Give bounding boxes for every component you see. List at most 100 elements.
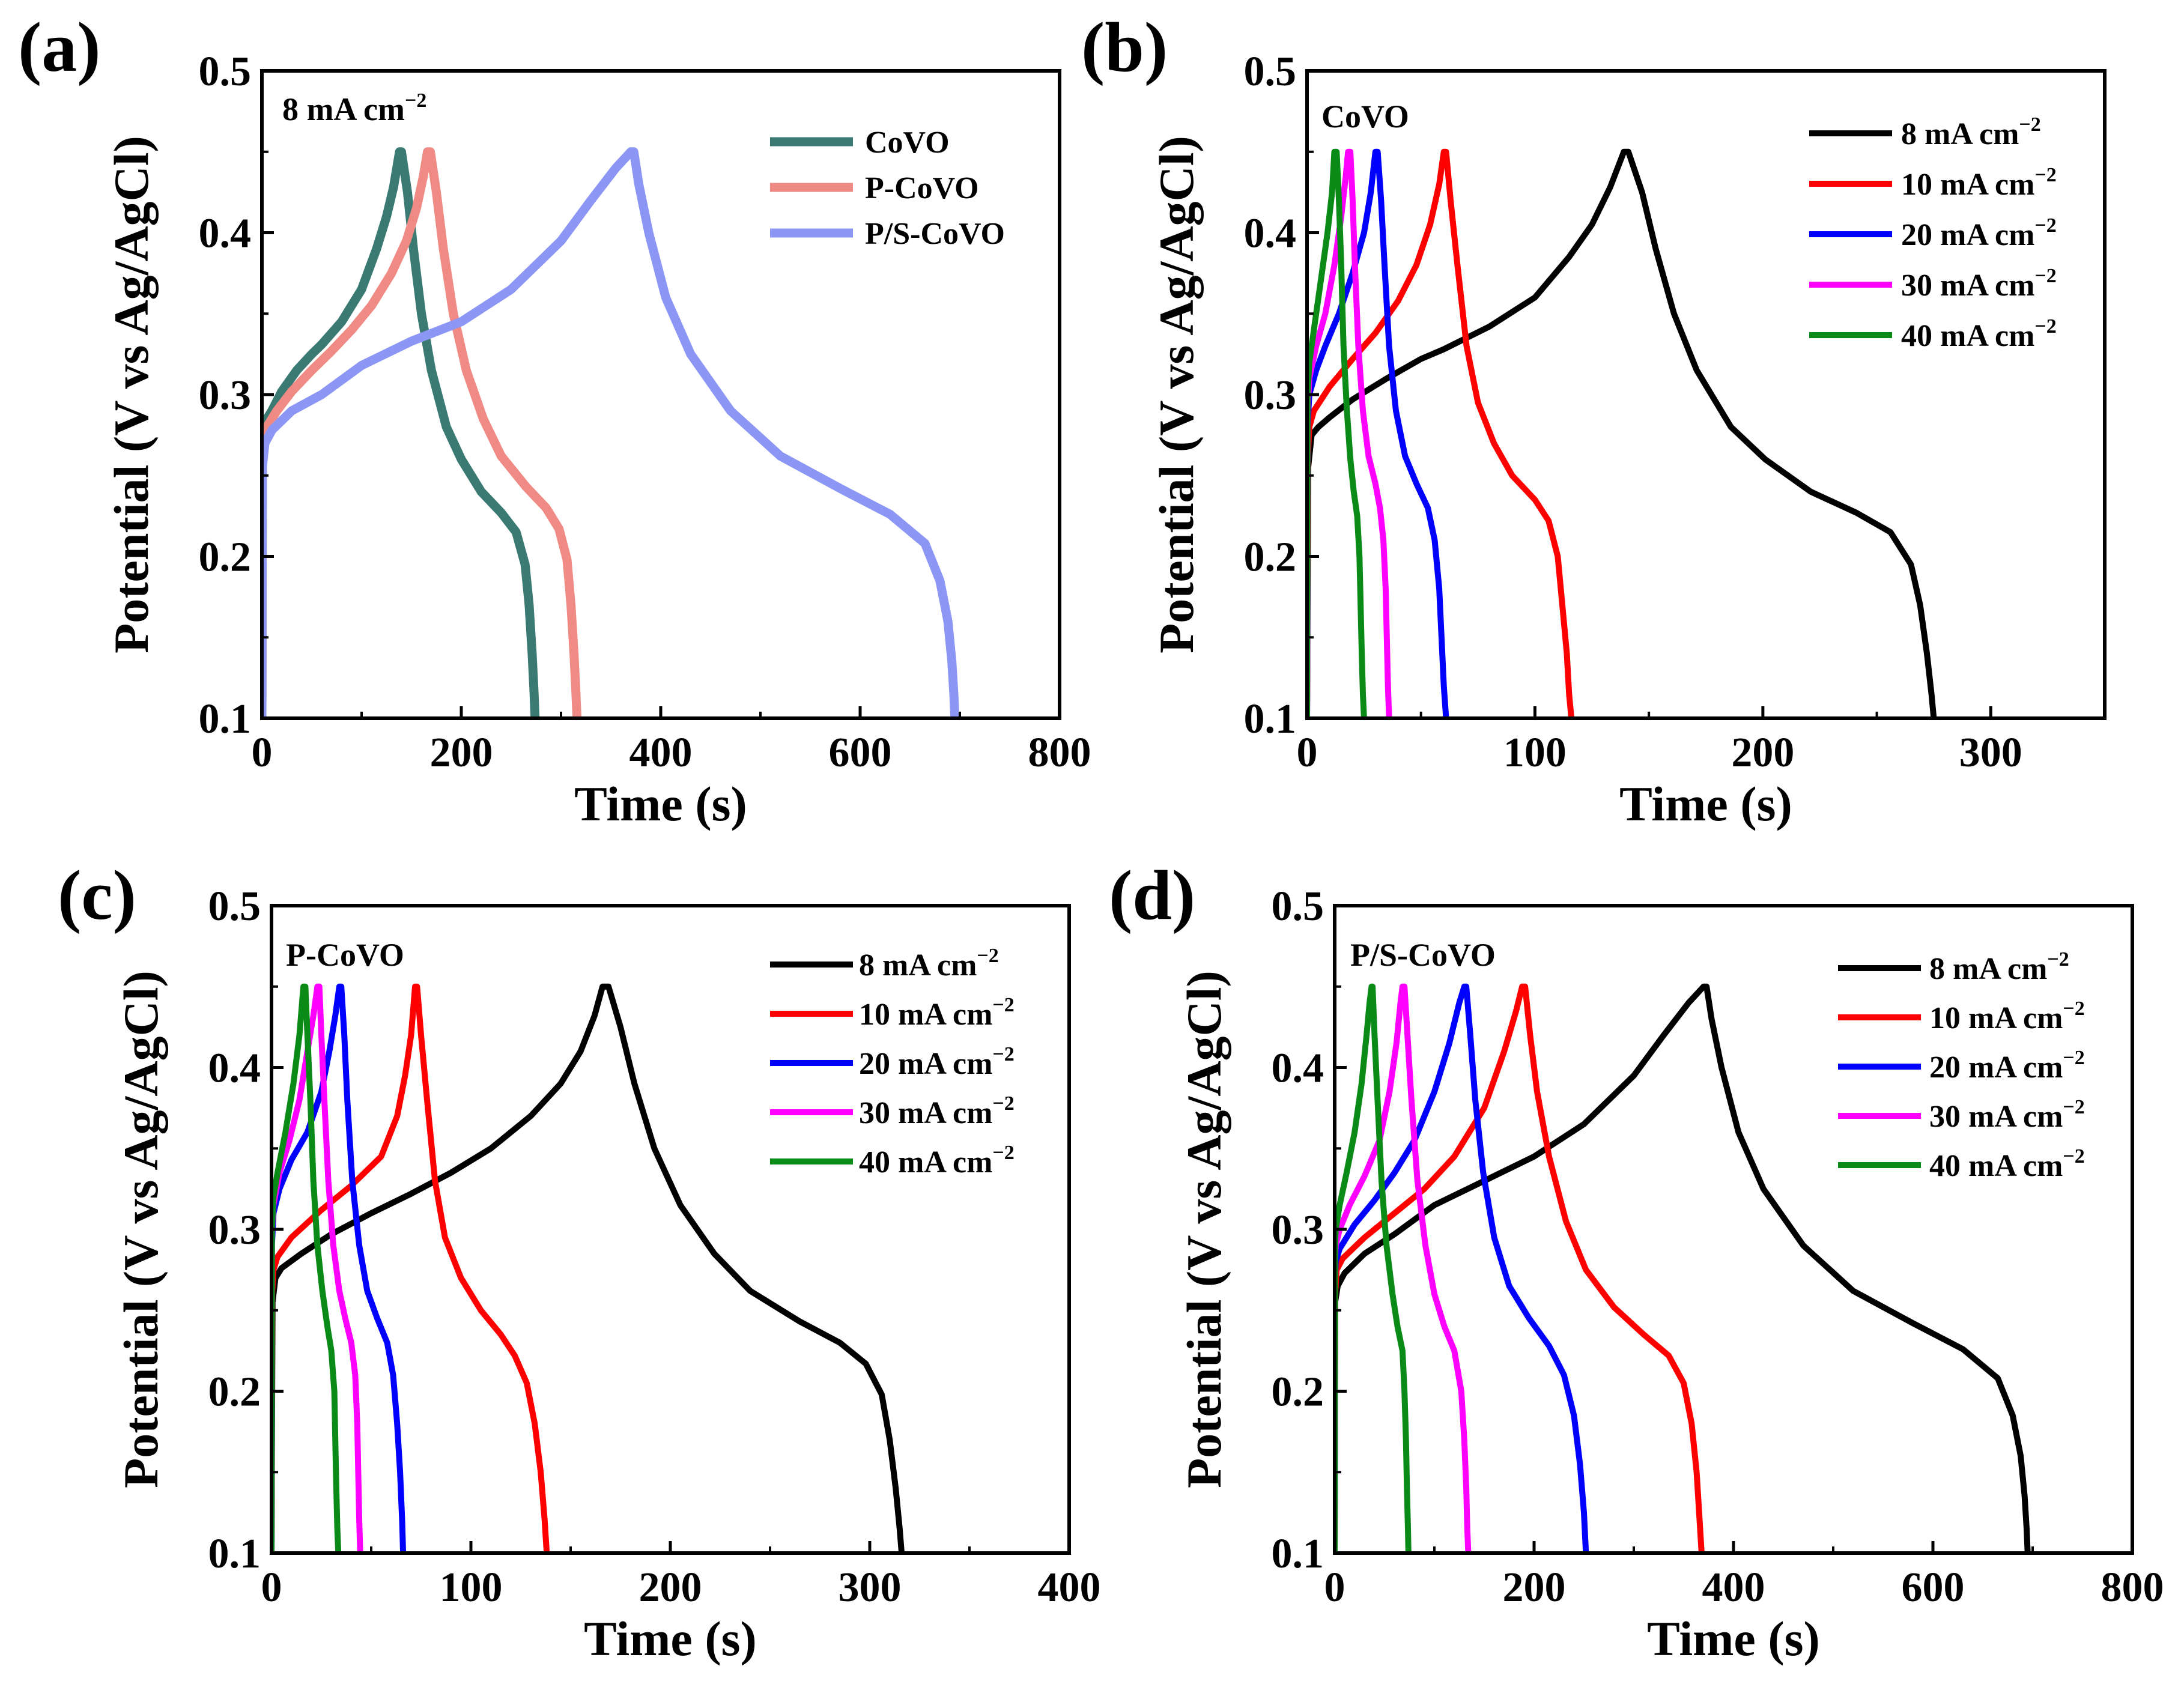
series-line-a-1 <box>262 147 582 718</box>
legend-label-a-1-main: P-CoVO <box>865 171 979 205</box>
y-tick-label-b-2: 0.3 <box>1244 372 1297 419</box>
legend-label-b-4-sup: −2 <box>2034 315 2056 338</box>
legend-label-d-3-main: 30 mA cm <box>1929 1100 2063 1134</box>
legend-label-d-0-sup: −2 <box>2047 948 2069 971</box>
legend-label-b-3: 30 mA cm−2 <box>1901 265 2057 303</box>
y-tick-label-a-4: 0.5 <box>199 49 252 95</box>
legend-label-d-1-sup: −2 <box>2063 998 2084 1020</box>
annotation-b: CoVO <box>1321 98 1409 135</box>
annotation-c: P-CoVO <box>286 937 404 973</box>
legend-label-a-0-main: CoVO <box>865 126 950 160</box>
panel-label-b: (b) <box>1081 8 1168 86</box>
legend-label-c-4-sup: −2 <box>992 1142 1014 1164</box>
legend-label-d-2: 20 mA cm−2 <box>1929 1047 2085 1085</box>
series-line-c-0 <box>271 983 905 1553</box>
panel-b: 0 100 200 300 0.1 0.2 0.3 0.4 0.5 Time (s) Potenti… <box>1081 8 2107 831</box>
x-tick-label-a-3: 600 <box>829 730 892 776</box>
y-tick-label-d-3: 0.4 <box>1272 1046 1324 1092</box>
x-tick-label-a-4: 800 <box>1028 730 1091 776</box>
series-line-c-4 <box>271 983 342 1553</box>
y-tick-label-d-2: 0.3 <box>1272 1207 1324 1253</box>
annotation-b-main: CoVO <box>1321 98 1409 135</box>
series-line-d-4 <box>1335 983 1412 1553</box>
x-tick-label-d-1: 200 <box>1503 1564 1566 1611</box>
y-axis-title-c: Potential (V vs Ag/AgCl) <box>114 971 168 1488</box>
y-tick-label-a-0: 0.1 <box>199 696 252 742</box>
y-tick-label-c-4: 0.5 <box>208 883 261 930</box>
y-tick-label-b-4: 0.5 <box>1244 49 1297 95</box>
annotation-a-sup: −2 <box>405 89 426 112</box>
x-tick-label-b-3: 300 <box>1959 730 2022 776</box>
legend-label-d-1-main: 10 mA cm <box>1929 1001 2063 1035</box>
x-tick-label-a-0: 0 <box>252 730 273 776</box>
legend-label-a-2: P/S-CoVO <box>865 217 1005 251</box>
legend-label-b-3-main: 30 mA cm <box>1901 268 2034 303</box>
legend-label-a-2-main: P/S-CoVO <box>865 217 1005 251</box>
x-tick-label-d-4: 800 <box>2101 1564 2164 1611</box>
y-tick-label-c-3: 0.4 <box>208 1046 261 1092</box>
legend-label-d-4-main: 40 mA cm <box>1929 1149 2063 1183</box>
y-tick-label-a-2: 0.3 <box>199 372 252 419</box>
legend-label-c-2: 20 mA cm−2 <box>859 1043 1015 1081</box>
legend-label-d-2-sup: −2 <box>2063 1047 2084 1069</box>
legend-label-b-1-sup: −2 <box>2034 164 2056 186</box>
legend-label-b-4-main: 40 mA cm <box>1901 319 2034 353</box>
legend-label-b-4: 40 mA cm−2 <box>1901 315 2057 353</box>
legend-label-d-4-sup: −2 <box>2063 1145 2084 1167</box>
x-tick-label-b-0: 0 <box>1297 730 1318 776</box>
x-tick-label-c-3: 300 <box>839 1564 902 1611</box>
x-tick-label-d-0: 0 <box>1324 1564 1345 1611</box>
legend-label-a-1: P-CoVO <box>865 171 979 205</box>
panel-a: 0 200 400 600 800 0.1 0.2 0.3 0.4 0.5 Time (s) Pote… <box>18 8 1091 831</box>
legend-label-b-2-main: 20 mA cm <box>1901 218 2034 252</box>
y-tick-label-c-2: 0.3 <box>208 1207 261 1253</box>
annotation-d-main: P/S-CoVO <box>1350 937 1496 973</box>
series-line-b-1 <box>1307 148 1575 718</box>
y-axis-title-d: Potential (V vs Ag/AgCl) <box>1177 971 1231 1488</box>
x-tick-label-a-1: 200 <box>430 730 493 776</box>
x-tick-label-d-2: 400 <box>1702 1564 1765 1611</box>
legend-label-c-1-main: 10 mA cm <box>859 998 992 1032</box>
panel-label-a: (a) <box>18 8 101 86</box>
legend-label-d-2-main: 20 mA cm <box>1929 1050 2063 1085</box>
series-line-c-1 <box>271 983 550 1553</box>
legend-label-d-0: 8 mA cm−2 <box>1929 948 2069 986</box>
legend-label-c-0: 8 mA cm−2 <box>859 945 999 983</box>
y-tick-label-d-1: 0.2 <box>1272 1369 1324 1416</box>
panel-c: 0 100 200 300 400 0.1 0.2 0.3 0.4 0.5 Time (s) Pote… <box>58 856 1101 1666</box>
y-tick-label-b-1: 0.2 <box>1244 535 1297 581</box>
x-tick-label-c-0: 0 <box>261 1564 282 1611</box>
y-tick-label-b-0: 0.1 <box>1244 696 1297 742</box>
legend-label-b-3-sup: −2 <box>2034 265 2056 287</box>
legend-label-d-0-main: 8 mA cm <box>1929 952 2047 986</box>
y-tick-label-a-1: 0.2 <box>199 535 252 581</box>
legend-label-b-2: 20 mA cm−2 <box>1901 214 2057 252</box>
x-axis-title-d: Time (s) <box>1647 1611 1820 1666</box>
panel-d: 0 200 400 600 800 0.1 0.2 0.3 0.4 0.5 Time (s) Pote… <box>1109 856 2164 1666</box>
x-axis-title-c: Time (s) <box>584 1611 757 1666</box>
y-tick-label-c-0: 0.1 <box>208 1531 261 1577</box>
legend-label-b-1: 10 mA cm−2 <box>1901 164 2057 202</box>
series-line-b-2 <box>1307 148 1449 718</box>
series-line-d-3 <box>1335 983 1472 1553</box>
legend-label-c-2-sup: −2 <box>992 1043 1014 1065</box>
x-tick-label-c-1: 100 <box>440 1564 503 1611</box>
legend-label-c-4-main: 40 mA cm <box>859 1145 992 1180</box>
plot-frame-a <box>260 69 1061 720</box>
panel-label-d: (d) <box>1109 856 1195 934</box>
annotation-c-main: P-CoVO <box>286 937 404 973</box>
x-tick-label-c-4: 400 <box>1038 1564 1101 1611</box>
y-axis-title-b: Potential (V vs Ag/AgCl) <box>1149 136 1204 653</box>
legend-label-d-4: 40 mA cm−2 <box>1929 1145 2085 1183</box>
series-line-b-3 <box>1307 148 1392 718</box>
y-tick-label-b-3: 0.4 <box>1244 211 1297 257</box>
legend-label-b-0: 8 mA cm−2 <box>1901 114 2041 151</box>
legend-label-b-2-sup: −2 <box>2034 214 2056 237</box>
annotation-a: 8 mA cm−2 <box>282 89 426 127</box>
series-line-d-1 <box>1335 983 1705 1553</box>
series-line-c-3 <box>271 983 363 1553</box>
x-axis-title-b: Time (s) <box>1619 777 1792 831</box>
legend-label-c-4: 40 mA cm−2 <box>859 1142 1015 1180</box>
legend-label-c-1: 10 mA cm−2 <box>859 994 1015 1032</box>
legend-label-b-0-sup: −2 <box>2019 114 2040 136</box>
